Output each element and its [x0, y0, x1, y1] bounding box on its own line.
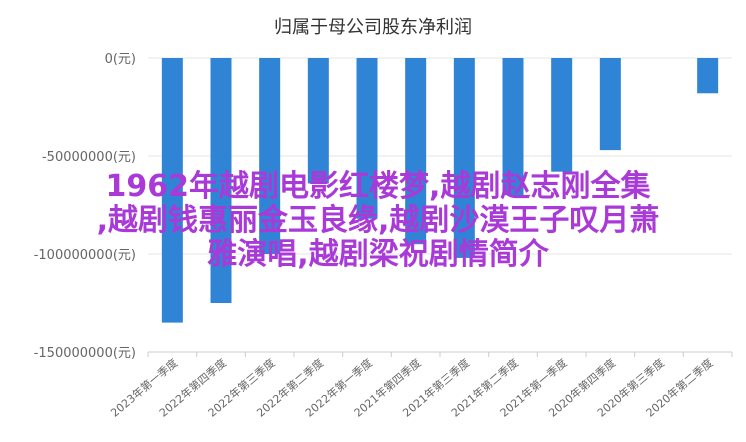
overlay-line-3: 雅演唱,越剧梁祝剧情简介	[207, 237, 549, 272]
bar	[502, 58, 524, 196]
bar	[551, 58, 573, 172]
bar	[307, 58, 329, 184]
overlay-line-1: 1962年越剧电影红楼梦,越剧赵志刚全集	[105, 169, 651, 204]
bar	[161, 58, 183, 323]
chart-title: 归属于母公司股东净利润	[274, 17, 472, 38]
bar	[356, 58, 378, 219]
overlay-caption: 1962年越剧电影红楼梦,越剧赵志刚全集 ,越剧钱惠丽金玉良缘,越剧沙漠王子叹月…	[18, 170, 738, 272]
y-tick-label: -50000000(元)	[42, 150, 136, 165]
bar	[697, 58, 719, 94]
bar	[210, 58, 232, 303]
y-tick-label: 0(元)	[105, 52, 136, 67]
y-tick-label: -100000000(元)	[34, 248, 136, 263]
bar	[259, 58, 281, 254]
bar	[405, 58, 427, 245]
bar	[599, 58, 621, 151]
overlay-line-2: ,越剧钱惠丽金玉良缘,越剧沙漠王子叹月萧	[96, 203, 660, 238]
bar	[453, 58, 475, 258]
y-tick-label: -150000000(元)	[34, 346, 136, 361]
